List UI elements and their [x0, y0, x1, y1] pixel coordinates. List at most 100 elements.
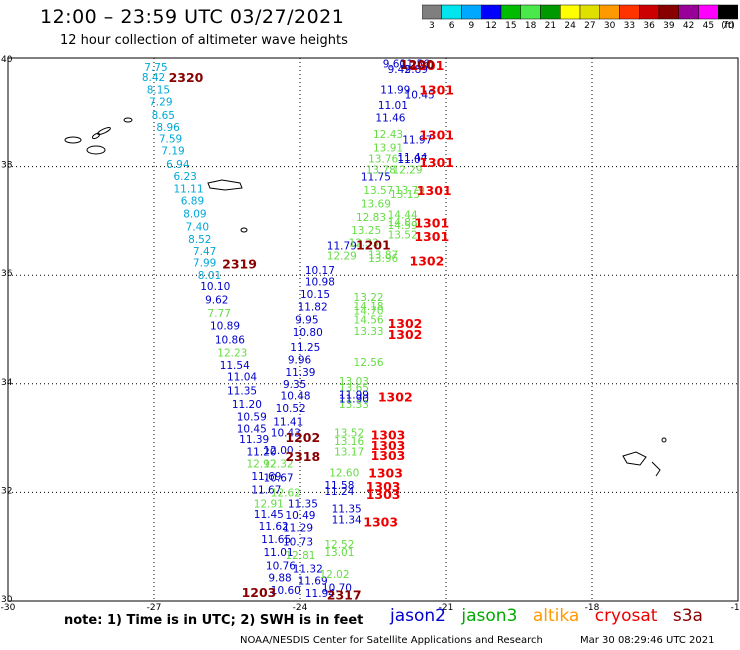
satellite-legend: jason2 jason3 altika cryosat s3a — [390, 606, 713, 626]
wave-height-label: 12.00 — [264, 445, 294, 457]
wave-height-label: 9.62 — [205, 295, 228, 307]
coastline — [64, 117, 667, 477]
wave-height-label: 11.45 — [254, 509, 284, 521]
color-swatch — [461, 4, 482, 20]
island-santa-maria — [240, 227, 248, 233]
wave-height-label: 11.39 — [239, 434, 269, 446]
wave-height-label: 10.52 — [276, 403, 306, 415]
wave-height-label: 10.67 — [264, 473, 294, 485]
color-swatch — [658, 4, 679, 20]
color-swatch — [639, 4, 660, 20]
pass-time-label: 1303 — [371, 448, 406, 463]
wave-height-label: 11.94 — [305, 588, 335, 600]
wave-height-label: 12.43 — [373, 129, 403, 141]
wave-height-label: 11.69 — [298, 575, 328, 587]
wave-height-label: 11.69 — [251, 471, 281, 483]
pass-time-label: 2319 — [222, 256, 257, 271]
color-swatch — [481, 4, 502, 20]
wave-height-label: 12.23 — [217, 347, 247, 359]
wave-height-label: 11.82 — [298, 302, 328, 314]
wave-height-label: 12.56 — [354, 357, 384, 369]
page-title: 12:00 – 23:59 UTC 03/27/2021 — [40, 6, 345, 28]
wave-height-label: 13.33 — [354, 326, 384, 338]
island-flores — [64, 136, 82, 144]
wave-height-label: 8.01 — [198, 270, 221, 282]
wave-height-label: 14.56 — [354, 315, 384, 327]
scale-tick: 9 — [468, 21, 475, 31]
pass-time-label: 1303 — [371, 438, 406, 453]
wave-height-label: 10.49 — [285, 510, 315, 522]
island-sao-miguel — [207, 179, 243, 191]
wave-height-label: 12.29 — [327, 251, 357, 263]
wave-height-label: 9.95 — [295, 315, 318, 327]
island-madeira — [622, 451, 647, 466]
wave-height-label: 13.52 — [334, 428, 364, 440]
color-swatch — [718, 4, 738, 20]
wave-height-label: 9.96 — [288, 354, 312, 366]
wave-height-label: 6.23 — [173, 171, 196, 183]
wave-height-label: 10.86 — [215, 334, 245, 346]
lat-label: 34 — [1, 378, 13, 388]
wave-height-label: 11.62 — [259, 521, 289, 533]
pass-time-label: 2318 — [285, 449, 320, 464]
wave-height-label: 11.29 — [283, 523, 313, 535]
wave-height-label: 10.59 — [237, 411, 267, 423]
wave-height-label: 10.43 — [271, 428, 301, 440]
scale-tick: 36 — [643, 21, 655, 31]
wave-height-label: 9.42 — [388, 64, 411, 76]
legend-s3a: s3a — [672, 606, 703, 626]
scale-tick: 6 — [448, 21, 455, 31]
wave-height-label: 13.33 — [339, 399, 369, 411]
scale-tick: 24 — [564, 21, 576, 31]
pass-time-label: 1303 — [366, 479, 401, 494]
page-subtitle: 12 hour collection of altimeter wave hei… — [60, 33, 348, 48]
wave-height-label: 6.89 — [181, 195, 204, 207]
lat-label: 40 — [1, 55, 13, 65]
color-scale-bar — [422, 4, 738, 20]
wave-height-label: 13.17 — [334, 447, 364, 459]
scale-tick: 30 — [603, 21, 616, 31]
wave-height-label: 11.44 — [397, 152, 427, 164]
scale-tick: 70 — [722, 21, 734, 31]
pass-time-label: 1202 — [285, 430, 320, 445]
lat-label: 36 — [1, 269, 13, 279]
scale-tick: 33 — [623, 21, 636, 31]
wave-height-label: 10.45 — [237, 423, 267, 435]
wave-height-label: 12.32 — [264, 459, 294, 471]
island-pico — [86, 145, 106, 155]
color-swatch — [579, 4, 600, 20]
pass-time-label: 1302 — [410, 254, 445, 269]
wave-height-label: 8.09 — [183, 208, 206, 220]
lon-label: -30 — [1, 603, 16, 613]
pass-time-label: 1303 — [363, 514, 398, 529]
wave-height-label: 12.33 — [349, 238, 379, 250]
wave-height-label: 11.56 — [400, 58, 430, 70]
pass-time-label: 1301 — [410, 58, 445, 73]
wave-height-label: 10.73 — [283, 536, 313, 548]
scale-tick: 42 — [682, 21, 695, 31]
footer-note: note: 1) Time is in UTC; 2) SWH is in fe… — [64, 613, 364, 628]
wave-height-label: 10.10 — [200, 281, 230, 293]
wave-height-label: 14.83 — [388, 217, 418, 229]
wave-height-label: 11.35 — [227, 385, 257, 397]
wave-height-label: 10.60 — [271, 585, 301, 597]
credit-timestamp: Mar 30 08:29:46 UTC 2021 — [580, 635, 715, 646]
pass-time-label: 1301 — [419, 83, 454, 98]
wave-height-label: 7.47 — [193, 246, 216, 258]
wave-height-label: 11.79 — [327, 240, 357, 252]
wave-height-label: 14.44 — [388, 209, 418, 221]
wave-height-label: 11.04 — [227, 372, 257, 384]
wave-height-label: 8.96 — [156, 122, 180, 134]
wave-height-label: 11.97 — [402, 134, 432, 146]
legend-cryosat: cryosat — [594, 606, 658, 626]
wave-height-label: 13.52 — [388, 229, 418, 241]
pass-time-label: 1302 — [388, 316, 423, 331]
pass-time-label: 1201 — [356, 237, 391, 252]
wave-height-label: 11.01 — [378, 100, 408, 112]
wave-height-label: 13.87 — [368, 250, 398, 262]
wave-height-label: 11.75 — [361, 171, 391, 183]
color-swatch — [619, 4, 640, 20]
wave-height-label: 13.16 — [334, 436, 364, 448]
wave-height-label: 11.39 — [285, 367, 315, 379]
wave-height-label: 11.25 — [290, 342, 320, 354]
